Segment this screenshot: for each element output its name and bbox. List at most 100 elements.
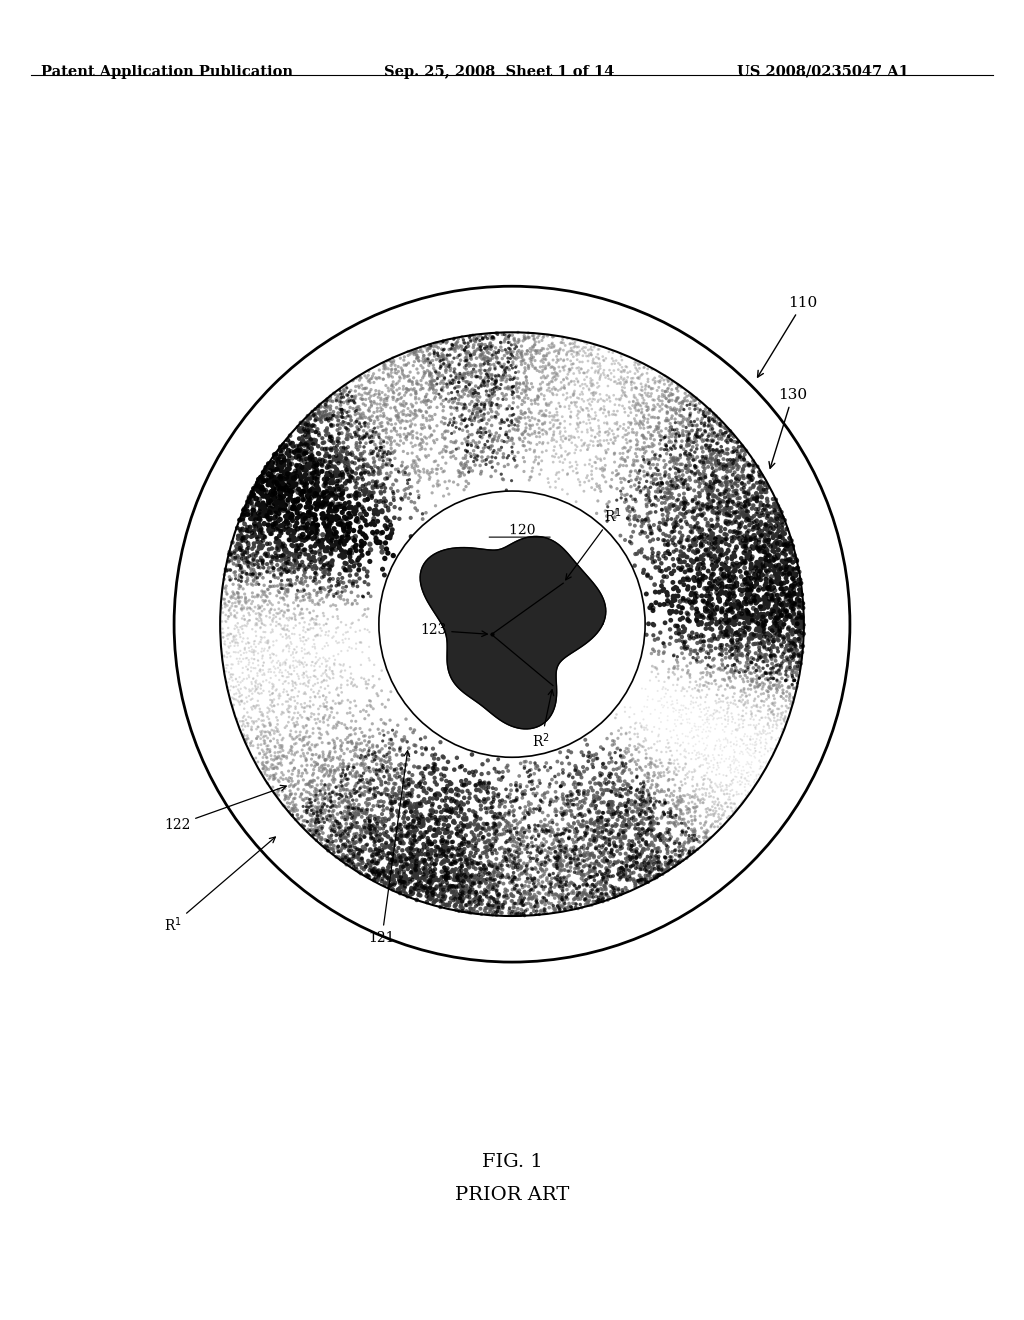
Point [605, 400, 622, 421]
Point [590, 826, 606, 847]
Point [696, 430, 713, 451]
Point [224, 585, 241, 606]
Point [683, 805, 699, 826]
Point [427, 784, 443, 805]
Point [674, 788, 690, 809]
Point [274, 478, 291, 499]
Point [498, 779, 514, 800]
Point [266, 576, 283, 597]
Point [463, 380, 479, 401]
Point [569, 855, 586, 876]
Point [391, 871, 408, 892]
Point [761, 552, 777, 573]
Point [451, 795, 467, 816]
Point [755, 664, 771, 685]
Text: US 2008/0235047 A1: US 2008/0235047 A1 [737, 65, 909, 79]
Point [321, 788, 337, 809]
Point [379, 780, 395, 801]
Point [713, 817, 729, 838]
Point [506, 805, 522, 826]
Point [685, 568, 701, 589]
Point [351, 449, 368, 470]
Point [330, 759, 346, 780]
Point [467, 810, 483, 832]
Point [713, 454, 729, 475]
Point [278, 579, 294, 601]
Point [693, 536, 710, 557]
Point [394, 455, 411, 477]
Point [549, 751, 565, 772]
Point [577, 363, 593, 384]
Point [440, 414, 457, 436]
Point [416, 362, 432, 383]
Point [623, 437, 639, 458]
Point [457, 363, 473, 384]
Point [674, 789, 690, 810]
Point [534, 900, 550, 921]
Point [571, 828, 588, 849]
Point [301, 527, 317, 548]
Point [543, 789, 559, 810]
Point [752, 730, 768, 751]
Point [268, 585, 285, 606]
Point [420, 832, 436, 853]
Point [738, 504, 755, 525]
Point [629, 828, 645, 849]
Point [635, 425, 651, 446]
Point [622, 392, 638, 413]
Point [337, 660, 353, 681]
Point [333, 655, 349, 676]
Point [433, 458, 450, 479]
Point [318, 834, 335, 855]
Point [340, 527, 356, 548]
Point [785, 645, 802, 667]
Point [245, 525, 261, 546]
Point [337, 594, 353, 615]
Point [689, 414, 706, 436]
Point [253, 725, 269, 746]
Point [486, 874, 503, 895]
Point [314, 536, 331, 557]
Point [372, 760, 388, 781]
Point [342, 503, 358, 524]
Point [513, 354, 529, 375]
Point [516, 363, 532, 384]
Point [371, 830, 387, 851]
Point [764, 590, 780, 611]
Point [462, 892, 478, 913]
Point [646, 429, 663, 450]
Point [419, 838, 435, 859]
Point [691, 426, 708, 447]
Point [406, 810, 422, 832]
Point [481, 895, 498, 916]
Point [375, 730, 391, 751]
Point [589, 748, 605, 770]
Point [628, 491, 644, 512]
Point [748, 741, 764, 762]
Point [723, 774, 739, 795]
Point [703, 429, 720, 450]
Point [770, 566, 786, 587]
Point [252, 495, 268, 516]
Point [531, 417, 548, 438]
Point [563, 401, 580, 422]
Point [633, 825, 649, 846]
Point [512, 342, 528, 363]
Point [252, 525, 268, 546]
Point [302, 804, 318, 825]
Point [671, 461, 687, 482]
Point [685, 821, 701, 842]
Point [245, 668, 261, 689]
Point [484, 898, 501, 919]
Point [702, 804, 719, 825]
Point [603, 363, 620, 384]
Point [373, 457, 389, 478]
Point [746, 747, 763, 768]
Point [347, 723, 364, 744]
Point [621, 791, 637, 812]
Point [768, 507, 784, 528]
Point [342, 507, 358, 528]
Point [671, 422, 687, 444]
Point [424, 793, 440, 814]
Point [720, 676, 736, 697]
